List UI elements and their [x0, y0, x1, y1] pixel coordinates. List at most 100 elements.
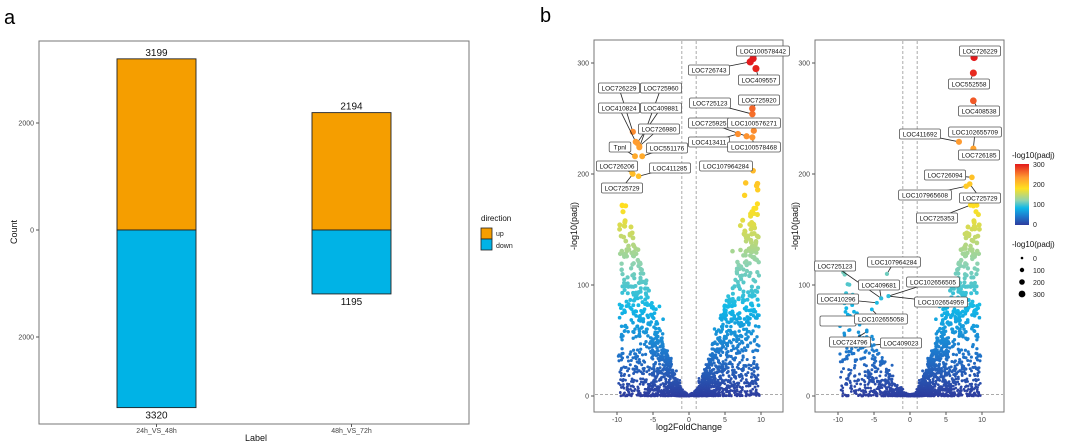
gene-label-text: LOC411692	[903, 131, 938, 138]
scatter-point	[713, 371, 717, 375]
gene-label-box	[689, 97, 731, 109]
scatter-point	[718, 339, 723, 343]
bar-legend-title: direction	[481, 214, 511, 223]
scatter-point	[746, 335, 750, 339]
scatter-point	[956, 342, 961, 346]
scatter-point	[956, 271, 961, 276]
scatter-point	[617, 226, 623, 232]
gene-label: LOC410296	[817, 293, 859, 305]
scatter-point	[630, 242, 636, 248]
gene-label-box	[598, 102, 640, 114]
scatter-point	[650, 367, 654, 371]
scatter-point	[841, 386, 845, 390]
scatter-point	[631, 392, 634, 395]
scatter-point	[624, 365, 628, 369]
scatter-point	[970, 313, 974, 317]
scatter-point	[738, 360, 742, 365]
scatter-point	[872, 393, 875, 397]
gene-label: LOC413411	[688, 136, 730, 148]
gene-label-box	[738, 94, 780, 106]
scatter-point	[639, 380, 643, 384]
scatter-point	[890, 377, 894, 381]
scatter-point	[849, 384, 853, 387]
scatter-point	[977, 370, 981, 374]
scatter-point	[627, 374, 631, 377]
scatter-point	[950, 359, 954, 364]
scatter-point	[620, 290, 625, 295]
scatter-point	[743, 390, 747, 393]
scatter-point	[975, 261, 980, 266]
scatter-point	[727, 374, 731, 378]
scatter-point	[739, 379, 743, 383]
scatter-point	[636, 303, 641, 308]
scatter-point	[747, 293, 752, 298]
gene-label-box	[608, 141, 632, 153]
size-tick-100: 100	[1033, 268, 1045, 275]
scatter-point	[753, 239, 759, 244]
scatter-point	[953, 315, 958, 319]
scatter-point	[657, 326, 661, 331]
volcano-y-tick-label: 0	[585, 394, 589, 401]
size-key-0	[1020, 256, 1024, 260]
scatter-point	[628, 284, 633, 289]
scatter-point	[974, 240, 980, 246]
scatter-point	[740, 358, 744, 362]
scatter-point	[958, 322, 962, 326]
bar-data-label: 1195	[341, 297, 363, 308]
scatter-point	[638, 360, 642, 364]
scatter-point	[948, 382, 951, 386]
scatter-point	[624, 299, 629, 304]
scatter-point	[971, 223, 977, 229]
color-bar	[1015, 164, 1029, 225]
scatter-point	[934, 382, 938, 385]
scatter-point	[657, 304, 662, 309]
scatter-point	[847, 328, 852, 332]
scatter-point	[839, 388, 843, 392]
scatter-point	[895, 383, 899, 387]
scatter-point	[870, 357, 874, 361]
gene-label: LOC726743	[688, 64, 730, 76]
gene-label-text: LOC413411	[692, 139, 727, 146]
labeled-point	[632, 153, 638, 160]
bar-plot-frame	[38, 40, 470, 425]
scatter-point	[640, 393, 643, 397]
scatter-point	[730, 296, 735, 301]
scatter-point	[949, 365, 953, 369]
scatter-point	[957, 382, 961, 386]
scatter-point	[749, 288, 754, 293]
scatter-point	[956, 309, 960, 313]
scatter-point	[964, 329, 968, 334]
scatter-point	[736, 363, 740, 367]
gene-label: LOC411692	[899, 128, 941, 140]
color-tick-200: 200	[1033, 182, 1045, 189]
scatter-point	[620, 271, 625, 277]
scatter-point	[625, 281, 630, 286]
scatter-point	[623, 323, 628, 328]
scatter-point	[757, 324, 761, 329]
scatter-point	[753, 205, 759, 211]
scatter-point	[755, 270, 760, 275]
scatter-point	[974, 202, 980, 208]
scatter-point	[621, 351, 625, 355]
scatter-point	[734, 266, 740, 271]
labeled-point	[630, 171, 636, 177]
scatter-point	[664, 377, 668, 381]
scatter-point	[923, 372, 926, 376]
gene-label-text: LOC552558	[951, 81, 986, 88]
scatter-point	[697, 376, 701, 380]
scatter-point	[943, 367, 947, 371]
scatter-point	[940, 313, 944, 318]
scatter-point	[617, 302, 622, 307]
scatter-point	[718, 374, 722, 378]
scatter-point	[619, 261, 624, 266]
scatter-point	[858, 372, 861, 376]
scatter-point	[847, 349, 851, 354]
scatter-point	[883, 390, 887, 393]
scatter-point	[645, 313, 650, 318]
scatter-point	[879, 370, 883, 374]
scatter-point	[742, 346, 747, 350]
volcano-y-tick-label: 0	[806, 394, 810, 401]
scatter-point	[646, 321, 651, 325]
gene-label-text: LOC726980	[641, 126, 676, 133]
bar-up-24h_VS_48h	[116, 58, 197, 231]
